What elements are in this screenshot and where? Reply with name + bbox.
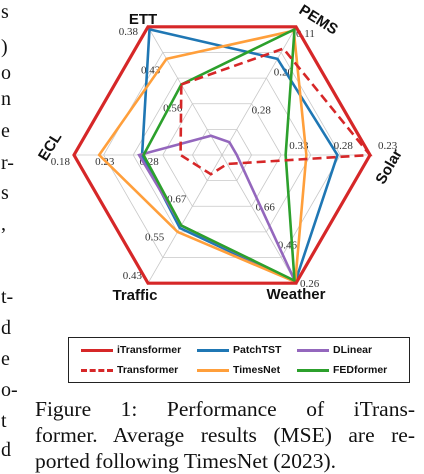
legend-swatch [81,368,113,372]
axis-label-traffic: Traffic [112,287,157,304]
tick-label: 0.26 [300,278,320,290]
tick-label: 0.28 [334,140,354,152]
legend-item-timesnet: TimesNet [197,364,280,376]
legend-item-itransformer: iTransformer [81,344,181,356]
left-fragment: d [1,317,11,339]
grid-spoke [147,26,223,156]
grid-spoke [221,154,297,284]
left-fragment: s [1,1,9,23]
left-fragment: ) [1,36,8,58]
axis-label-weather: Weather [267,286,326,303]
legend-swatch [197,368,229,372]
legend-item-transformer: Transformer [81,364,178,376]
grid-spoke [147,154,223,284]
legend-swatch [297,368,329,372]
left-fragment: r- [1,152,14,174]
series-fedformer [142,27,296,283]
legend-swatch [297,348,329,352]
legend-label: Transformer [117,364,179,376]
legend-label: TimesNet [233,364,281,376]
left-fragment: e [1,348,10,370]
legend-swatch [81,348,113,352]
left-fragment: t [1,410,7,432]
left-fragment: s [1,182,9,204]
axis-label-ett: ETT [129,11,157,28]
tick-label: 0.18 [51,156,71,168]
legend-label: DLinear [333,344,373,356]
left-fragment: t- [1,286,14,308]
caption-line: former. Average results (MSE) are re- [35,423,415,447]
legend-label: iTransformer [117,344,182,356]
legend-swatch [197,348,229,352]
caption-line: ported following TimesNet (2023). [35,449,336,473]
series-itransformer [72,25,372,285]
tick-label: 0.67 [167,193,187,205]
tick-label: 0.55 [145,232,165,244]
left-fragment: n [1,88,11,110]
tick-label: 0.28 [252,105,272,117]
left-fragment: o [1,62,11,84]
caption-line: Figure 1: Performance of iTrans- [35,397,415,421]
tick-label: 0.23 [378,140,398,152]
tick-label: 0.43 [123,270,143,282]
left-fragment: e [1,120,10,142]
figure-caption: Figure 1: Performance of iTrans- former.… [35,396,415,474]
legend-item-fedformer: FEDformer [297,364,387,376]
legend-label: FEDformer [333,364,388,376]
legend-label: PatchTST [233,344,282,356]
legend-item-dlinear: DLinear [297,344,372,356]
legend: iTransformer PatchTST DLinear Transforme… [68,337,410,383]
tick-label: 0.38 [119,26,139,38]
left-fragment: o- [1,379,18,401]
axis-label-solar: Solar [372,146,406,187]
left-fragment: , [1,213,6,235]
left-fragment: d [1,439,11,461]
radar-chart: 0.380.430.560.110.200.280.230.280.330.26… [35,2,406,305]
grid-spoke [221,26,297,156]
legend-item-patchtst: PatchTST [197,344,281,356]
